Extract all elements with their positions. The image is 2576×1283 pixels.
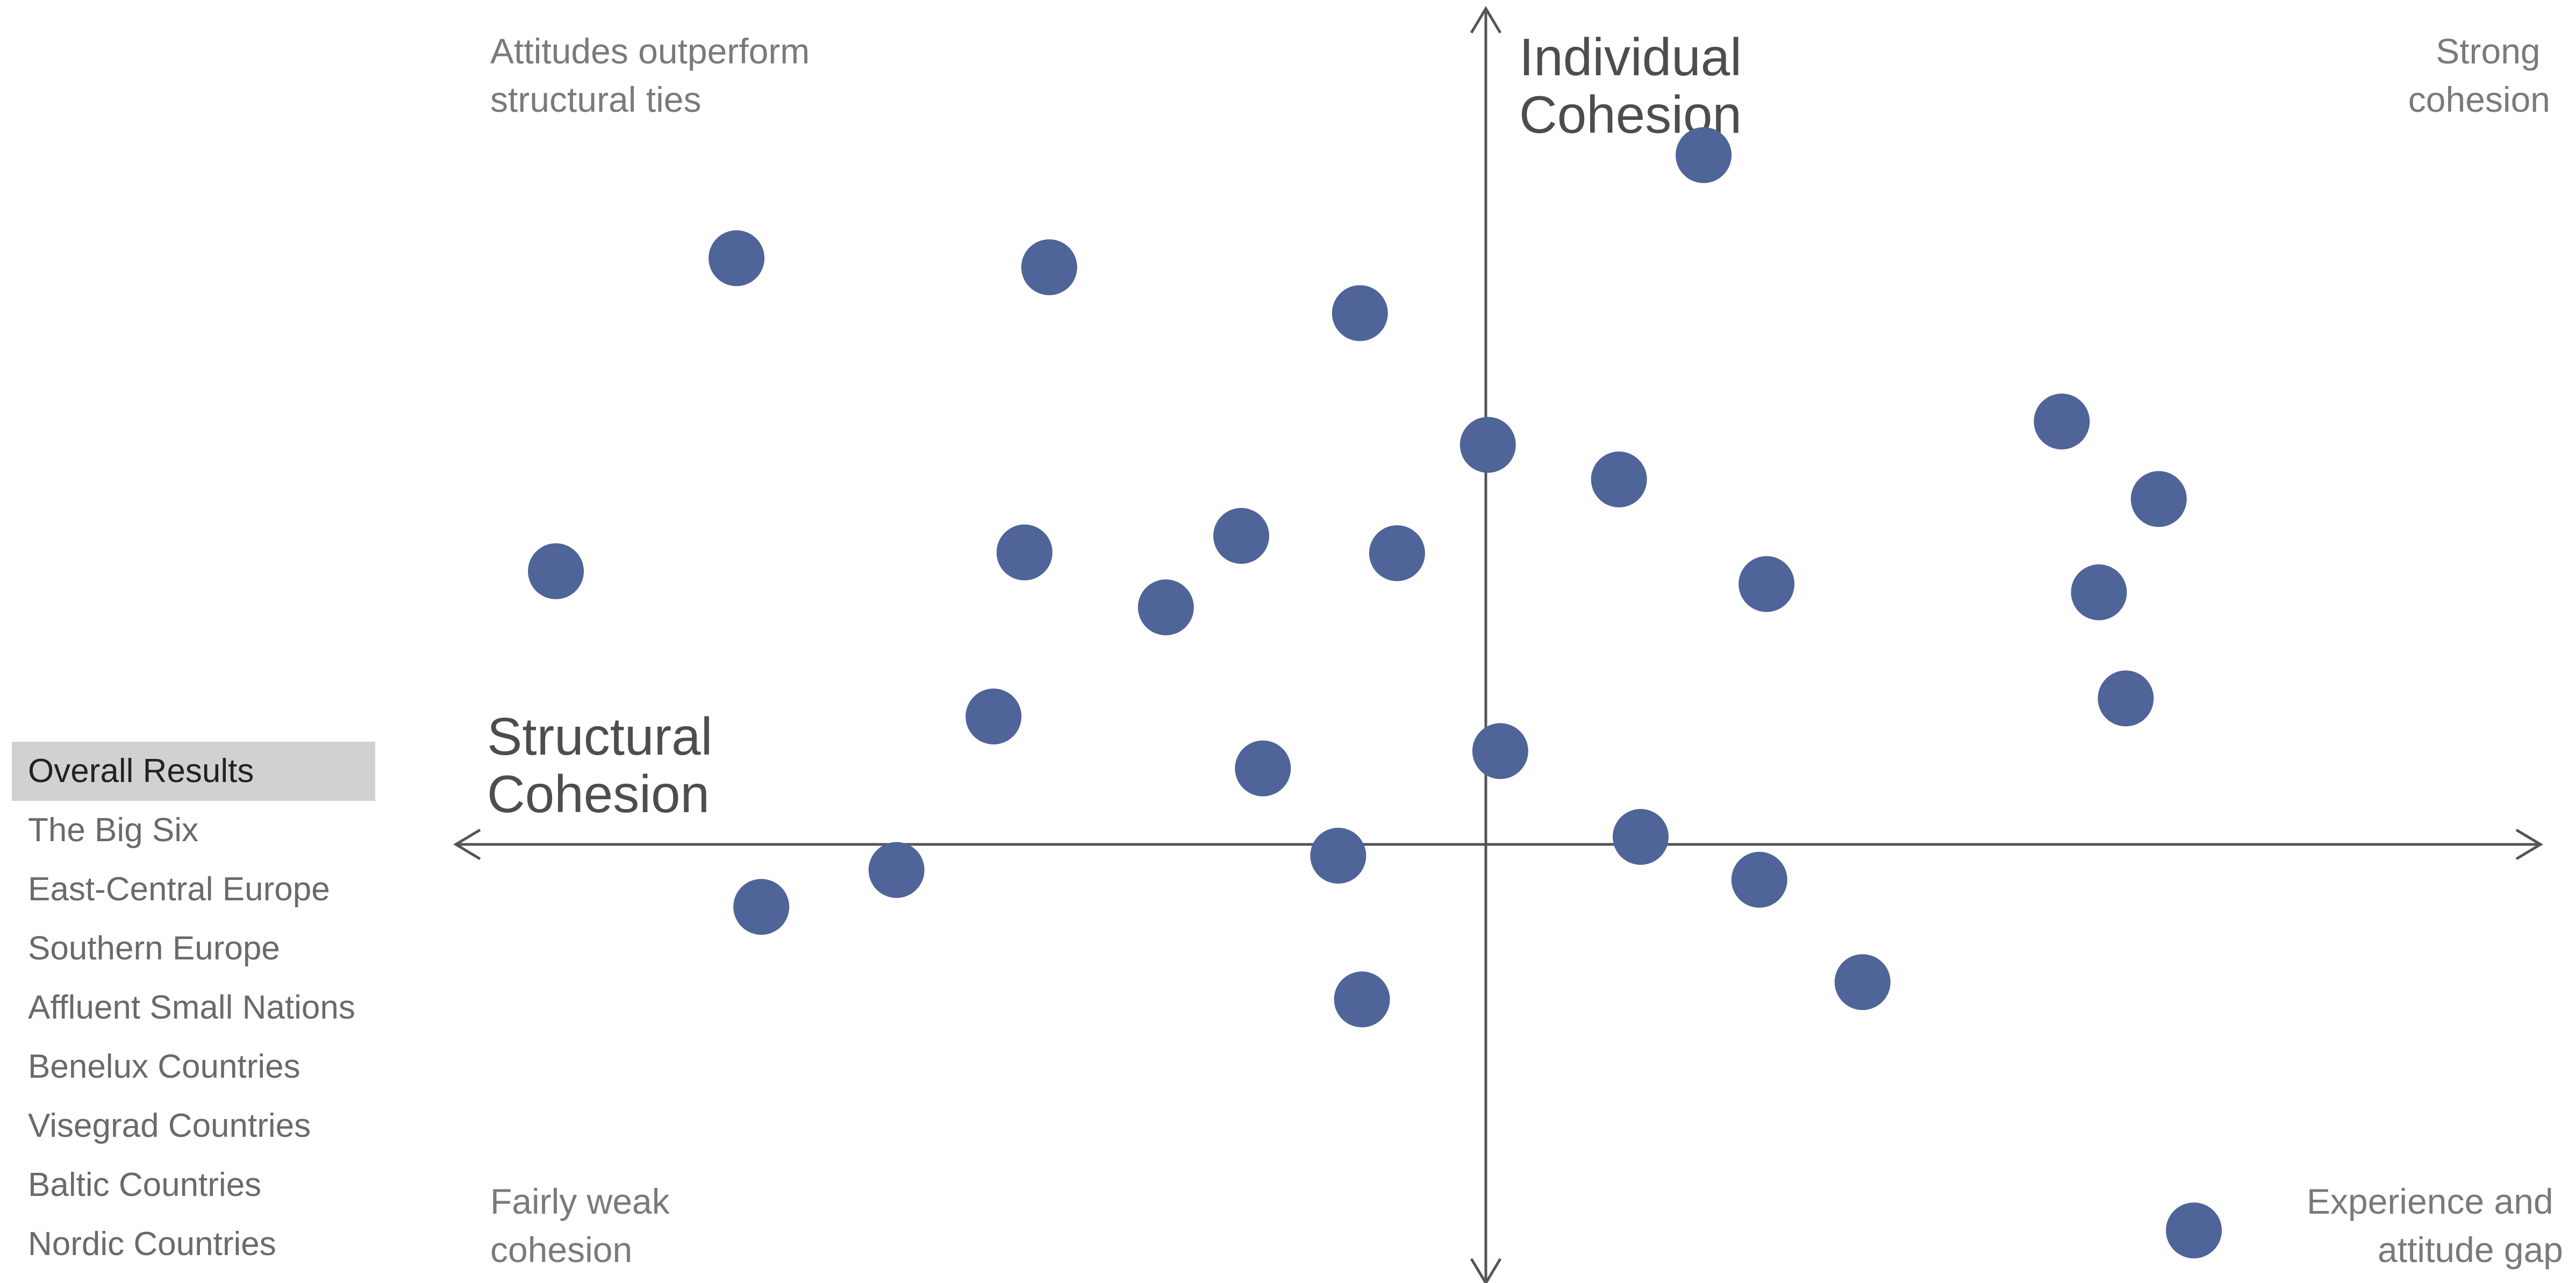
sidebar-item-affluent-small-nations[interactable]: Affluent Small Nations [28,989,355,1026]
y-axis-bottom-arrow [1470,1258,1502,1283]
quadrant-label-top-right-line2: cohesion [2408,80,2550,119]
quadrant-label-bottom-right: Experience and attitude gap [2307,1181,2563,1270]
quadrant-label-top-right: Strong cohesion [2408,31,2550,119]
data-point-10[interactable] [996,524,1053,580]
data-point-1[interactable] [1676,127,1732,183]
data-point-2[interactable] [709,230,765,286]
sidebar-item-overall-results[interactable]: Overall Results [12,742,375,801]
region-filter-list: Overall Results The Big Six East-Central… [12,742,375,1274]
data-point-18[interactable] [1235,740,1291,797]
quadrant-label-bottom-left-line1: Fairly weak [490,1181,670,1221]
data-point-13[interactable] [1137,579,1194,635]
data-point-27[interactable] [2166,1202,2222,1259]
data-point-25[interactable] [1834,954,1891,1010]
quadrant-label-top-left-line2: structural ties [490,80,701,119]
sidebar-item-big-six[interactable]: The Big Six [28,812,199,849]
data-point-16[interactable] [2098,670,2154,727]
data-point-7[interactable] [2034,393,2090,450]
x-axis-title-line2: Cohesion [487,764,710,823]
data-point-5[interactable] [1459,417,1516,473]
y-axis-title-line1: Individual [1519,27,1742,87]
data-point-23[interactable] [1731,851,1787,908]
sidebar-item-benelux-countries[interactable]: Benelux Countries [28,1048,300,1085]
sidebar-item-east-central-europe[interactable]: East-Central Europe [28,871,330,908]
data-point-9[interactable] [528,543,584,599]
data-point-8[interactable] [2130,471,2187,527]
y-axis-title: Individual Cohesion [1519,27,1756,144]
data-point-26[interactable] [1334,971,1390,1028]
x-axis-right-arrow [2515,828,2543,861]
sidebar-item-baltic-countries[interactable]: Baltic Countries [28,1166,262,1203]
quadrant-label-top-left: Attitudes outperform structural ties [490,31,820,119]
quadrant-label-bottom-right-line1: Experience and [2307,1181,2553,1221]
data-point-20[interactable] [1613,809,1669,865]
sidebar-item-visegrad-countries[interactable]: Visegrad Countries [28,1107,311,1144]
data-point-4[interactable] [1332,285,1388,341]
x-axis-title-line1: Structural [487,707,712,766]
data-point-11[interactable] [1213,508,1269,564]
data-point-14[interactable] [1738,556,1795,612]
sidebar-item-nordic-countries[interactable]: Nordic Countries [28,1225,276,1263]
quadrant-label-bottom-right-line2: attitude gap [2378,1230,2563,1270]
x-axis-left-arrow [453,828,481,861]
quadrant-label-top-left-line1: Attitudes outperform [490,31,810,71]
data-point-24[interactable] [733,879,790,935]
quadrant-label-top-right-line1: Strong [2436,31,2540,71]
x-axis-title: Structural Cohesion [487,707,727,823]
data-point-19[interactable] [1472,723,1528,779]
y-axis-top-arrow [1470,6,1502,34]
data-point-15[interactable] [2071,564,2127,620]
data-points [528,127,2222,1259]
data-point-21[interactable] [1310,828,1366,884]
data-point-6[interactable] [1591,451,1647,507]
data-point-3[interactable] [1021,239,1077,296]
sidebar-item-southern-europe[interactable]: Southern Europe [28,930,280,967]
data-point-17[interactable] [965,689,1022,744]
data-point-22[interactable] [868,842,925,898]
axes [453,6,2543,1283]
data-point-12[interactable] [1369,525,1425,582]
quadrant-label-bottom-left: Fairly weak cohesion [490,1181,679,1270]
quadrant-label-bottom-left-line2: cohesion [490,1230,632,1270]
